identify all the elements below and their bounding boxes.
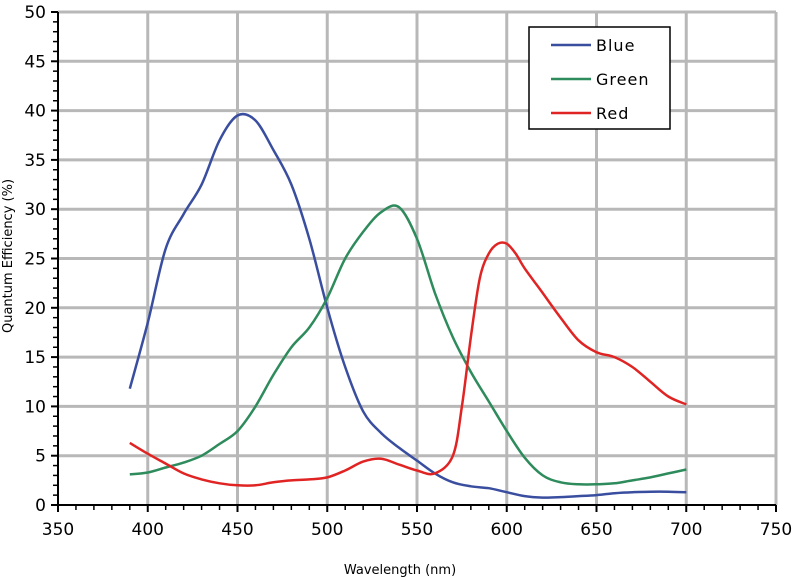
x-tick-label: 350 xyxy=(42,520,74,540)
legend-label-green: Green xyxy=(596,70,649,89)
y-tick-label: 15 xyxy=(24,348,46,368)
y-tick-label: 35 xyxy=(24,151,46,171)
y-tick-label: 0 xyxy=(35,496,46,516)
y-tick-label: 20 xyxy=(24,299,46,319)
x-tick-label: 650 xyxy=(580,520,612,540)
legend-label-red: Red xyxy=(596,104,629,123)
y-tick-label: 30 xyxy=(24,200,46,220)
series-line-red xyxy=(129,241,687,487)
x-tick-label: 450 xyxy=(221,520,253,540)
y-axis-label: Quantum Efficiency (%) xyxy=(1,179,16,333)
legend: Blue Green Red xyxy=(528,26,671,130)
x-tick-label: 500 xyxy=(311,520,343,540)
x-tick-label: 550 xyxy=(401,520,433,540)
y-tick-label: 50 xyxy=(24,3,46,23)
x-tick-label: 600 xyxy=(491,520,523,540)
legend-label-blue: Blue xyxy=(596,36,635,55)
y-tick-label: 40 xyxy=(24,102,46,122)
axes xyxy=(51,11,777,512)
series-line-green xyxy=(129,204,687,486)
x-tick-label: 400 xyxy=(132,520,164,540)
tick-labels: 350 400 450 500 550 600 650 700 750 0 5 10 15 20 25 30 3… xyxy=(24,3,792,540)
series-line-blue xyxy=(128,112,687,499)
x-tick-label: 750 xyxy=(760,520,792,540)
series-lines xyxy=(128,112,687,499)
y-tick-label: 5 xyxy=(35,447,46,467)
x-axis-label: Wavelength (nm) xyxy=(344,563,456,578)
x-tick-label: 700 xyxy=(670,520,702,540)
y-tick-label: 25 xyxy=(24,250,46,270)
y-tick-label: 10 xyxy=(24,397,46,417)
y-tick-label: 45 xyxy=(24,52,46,72)
